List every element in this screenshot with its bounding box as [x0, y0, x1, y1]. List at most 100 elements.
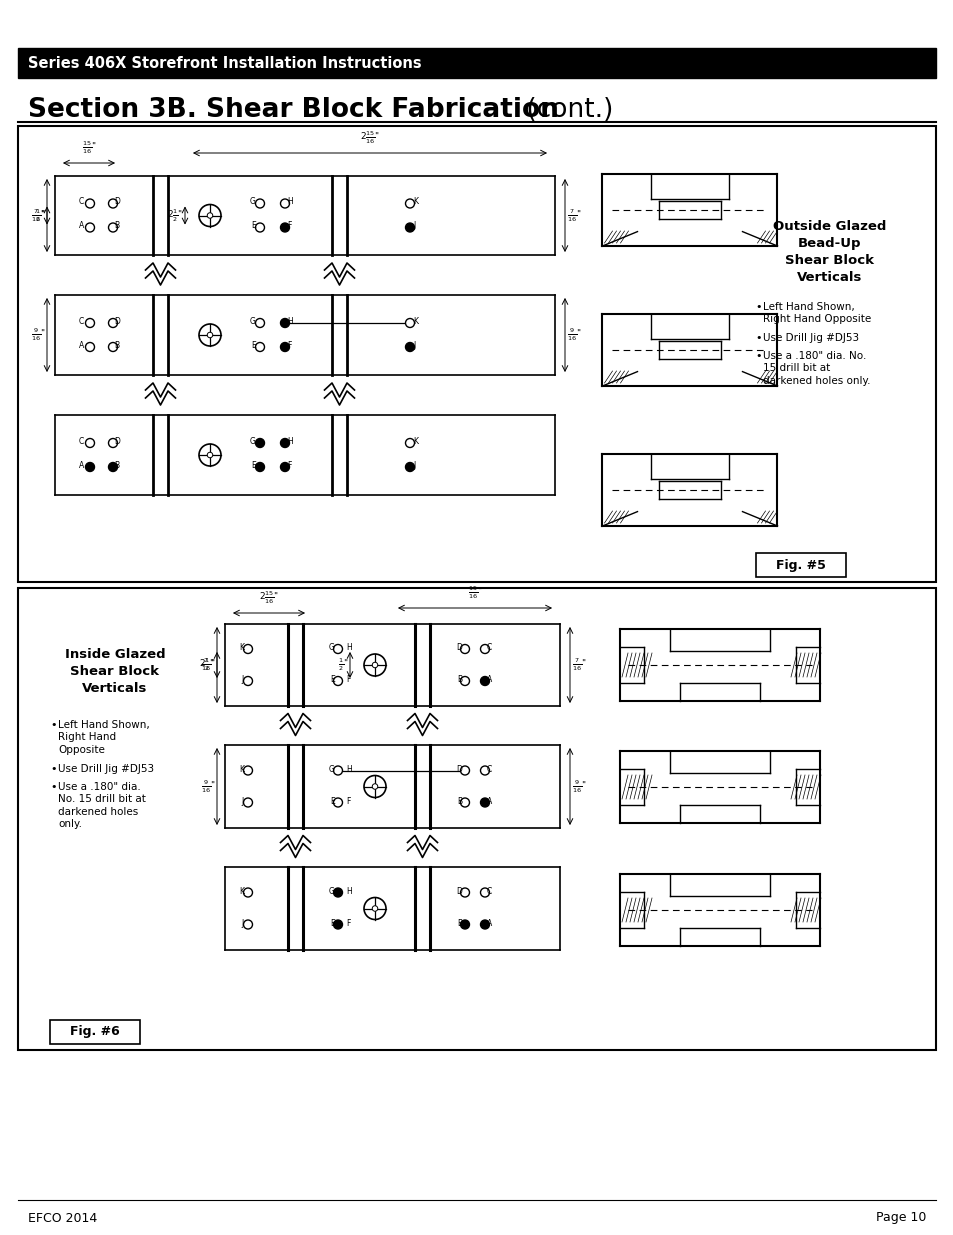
Text: D: D: [113, 437, 120, 446]
Text: Left Hand Shown,
Right Hand
Opposite: Left Hand Shown, Right Hand Opposite: [58, 720, 150, 755]
Text: H: H: [287, 437, 293, 446]
Circle shape: [243, 888, 253, 897]
Bar: [50, 1020, 140, 1044]
Circle shape: [334, 920, 342, 929]
Text: B: B: [113, 461, 119, 471]
Circle shape: [255, 319, 264, 327]
Text: Series 406X Storefront Installation Instructions: Series 406X Storefront Installation Inst…: [28, 56, 421, 70]
Text: EFCO 2014: EFCO 2014: [28, 1212, 97, 1224]
Circle shape: [199, 205, 221, 226]
Text: J: J: [241, 676, 244, 684]
Text: G: G: [250, 317, 255, 326]
Text: Fig. #6: Fig. #6: [71, 1025, 120, 1039]
Circle shape: [86, 319, 94, 327]
Text: D: D: [113, 198, 120, 206]
Circle shape: [255, 438, 264, 447]
Text: $\frac{7}{16}$": $\frac{7}{16}$": [30, 207, 45, 224]
Text: B: B: [456, 676, 461, 684]
Circle shape: [86, 224, 94, 232]
Circle shape: [460, 766, 469, 776]
Text: Left Hand Shown,
Right Hand Opposite: Left Hand Shown, Right Hand Opposite: [762, 303, 870, 325]
Text: C: C: [486, 887, 492, 895]
Text: K: K: [239, 887, 244, 895]
Circle shape: [280, 438, 289, 447]
Text: $\frac{7}{16}$": $\frac{7}{16}$": [200, 657, 214, 673]
Circle shape: [255, 342, 264, 352]
Circle shape: [334, 798, 342, 806]
Text: J: J: [413, 461, 415, 471]
Text: Section 3B. Shear Block Fabrication: Section 3B. Shear Block Fabrication: [28, 98, 558, 124]
Circle shape: [405, 342, 414, 352]
Text: $2\frac{15}{16}$": $2\frac{15}{16}$": [359, 130, 379, 146]
Circle shape: [480, 888, 489, 897]
Circle shape: [109, 438, 117, 447]
Text: A: A: [79, 221, 84, 231]
Text: $\frac{15}{16}$": $\frac{15}{16}$": [82, 140, 96, 156]
Circle shape: [480, 798, 489, 806]
Text: Page 10: Page 10: [875, 1212, 925, 1224]
Bar: [18, 48, 935, 78]
Circle shape: [243, 645, 253, 653]
Text: •: •: [754, 333, 760, 343]
Circle shape: [334, 766, 342, 776]
Text: D: D: [456, 764, 461, 773]
Text: K: K: [413, 198, 417, 206]
Circle shape: [460, 920, 469, 929]
Text: C: C: [486, 643, 492, 652]
Text: J: J: [241, 797, 244, 805]
Text: B: B: [113, 221, 119, 231]
Text: Outside Glazed
Bead-Up
Shear Block
Verticals: Outside Glazed Bead-Up Shear Block Verti…: [773, 220, 885, 284]
Text: C: C: [79, 317, 84, 326]
Circle shape: [243, 798, 253, 806]
Text: D: D: [456, 643, 461, 652]
Circle shape: [460, 645, 469, 653]
Circle shape: [334, 888, 342, 897]
Circle shape: [405, 462, 414, 472]
Text: C: C: [486, 764, 492, 773]
Circle shape: [334, 645, 342, 653]
Text: A: A: [486, 797, 492, 805]
Text: $\frac{9}{16}$": $\frac{9}{16}$": [566, 327, 580, 343]
Circle shape: [405, 319, 414, 327]
Text: G: G: [329, 643, 335, 652]
Text: $\frac{1}{2}$": $\frac{1}{2}$": [337, 657, 348, 673]
Text: E: E: [330, 919, 335, 927]
Circle shape: [280, 319, 289, 327]
Circle shape: [280, 199, 289, 207]
Text: Inside Glazed
Shear Block
Verticals: Inside Glazed Shear Block Verticals: [65, 648, 165, 695]
Text: B: B: [456, 797, 461, 805]
Text: F: F: [287, 461, 291, 471]
Circle shape: [86, 342, 94, 352]
Text: A: A: [79, 461, 84, 471]
Text: •: •: [754, 351, 760, 361]
Circle shape: [109, 342, 117, 352]
Text: E: E: [251, 221, 255, 231]
Text: A: A: [486, 919, 492, 927]
Circle shape: [109, 319, 117, 327]
Text: H: H: [346, 643, 352, 652]
Text: D: D: [456, 887, 461, 895]
Circle shape: [460, 798, 469, 806]
Text: Fig. #5: Fig. #5: [775, 558, 825, 572]
Text: G: G: [329, 887, 335, 895]
Circle shape: [109, 224, 117, 232]
Text: •: •: [50, 720, 56, 730]
Circle shape: [207, 212, 213, 219]
Text: Use Drill Jig #DJ53: Use Drill Jig #DJ53: [762, 333, 859, 343]
Circle shape: [280, 224, 289, 232]
Circle shape: [364, 655, 386, 676]
Text: K: K: [413, 317, 417, 326]
Text: (cont.): (cont.): [517, 98, 613, 124]
Circle shape: [405, 438, 414, 447]
Text: $2\frac{1}{2}$": $2\frac{1}{2}$": [167, 207, 183, 224]
Circle shape: [460, 677, 469, 685]
Circle shape: [243, 677, 253, 685]
Bar: [755, 553, 845, 577]
Text: $\frac{9}{16}$": $\frac{9}{16}$": [30, 327, 45, 343]
Circle shape: [364, 898, 386, 920]
Text: $\frac{7}{16}$": $\frac{7}{16}$": [572, 657, 586, 673]
Circle shape: [372, 784, 377, 789]
Circle shape: [199, 324, 221, 346]
Text: F: F: [346, 919, 350, 927]
Text: H: H: [346, 887, 352, 895]
